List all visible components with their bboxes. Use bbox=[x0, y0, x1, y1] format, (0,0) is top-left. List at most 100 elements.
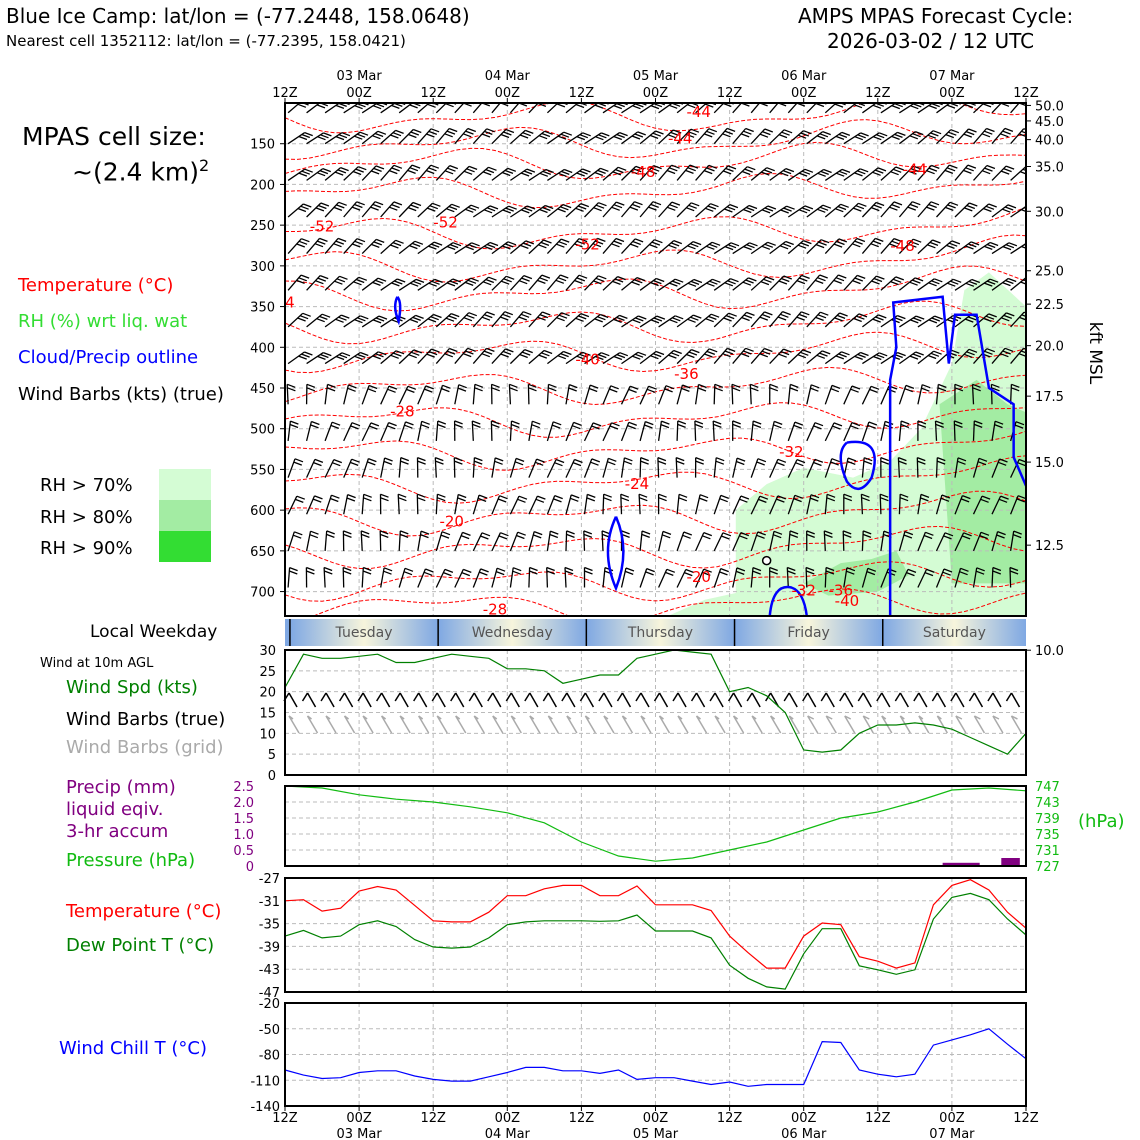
wind-barb-feather bbox=[370, 170, 380, 175]
grid-wind-barb-feather bbox=[288, 715, 294, 720]
wind-barb-staff bbox=[657, 421, 663, 441]
wind-barb-feather bbox=[560, 133, 570, 138]
wind-barb-feather bbox=[561, 312, 570, 317]
wind-barb-feather bbox=[588, 387, 598, 393]
wind-barb-feather bbox=[736, 567, 746, 572]
wind-barb-feather bbox=[502, 245, 511, 250]
wind-barb-feather bbox=[634, 201, 643, 206]
wind-barb-feather bbox=[463, 170, 473, 175]
wind-barb-feather bbox=[944, 169, 954, 175]
wind-barb-feather bbox=[796, 458, 806, 464]
wind-barb-feather bbox=[467, 206, 477, 211]
wind-barb-feather bbox=[653, 279, 662, 285]
wind-barb-feather bbox=[857, 170, 866, 175]
wind-barb-feather bbox=[380, 533, 389, 539]
true-wind-barb-feather bbox=[375, 692, 383, 702]
wind-barb-feather bbox=[781, 277, 790, 283]
wind-barb-staff bbox=[954, 164, 969, 181]
wind-barb-feather bbox=[669, 282, 678, 287]
wind-barb-feather bbox=[872, 318, 881, 323]
true-wind-barb-feather bbox=[746, 692, 753, 702]
wind-barb-feather bbox=[417, 493, 426, 498]
wind-barb-feather bbox=[635, 317, 644, 322]
wind-barb-feather bbox=[835, 135, 845, 141]
wind-barb-feather bbox=[878, 314, 887, 319]
grid-wind-barb bbox=[825, 715, 837, 734]
true-wind-barb-feather bbox=[931, 692, 939, 702]
temperature-contour bbox=[285, 300, 1026, 345]
wind-barb-feather bbox=[417, 497, 426, 502]
wind-barb-feather bbox=[543, 98, 551, 101]
wind-barb-feather bbox=[915, 351, 924, 356]
wind-barb-feather bbox=[519, 353, 528, 359]
wind-barb-feather bbox=[1010, 387, 1020, 392]
wind-barb-feather bbox=[295, 498, 304, 504]
wind-barb-feather bbox=[564, 566, 574, 572]
wind-barb-feather bbox=[430, 128, 440, 133]
wind-barb-feather bbox=[945, 133, 955, 139]
wind-barb-feather bbox=[863, 457, 873, 462]
wind-barb-feather bbox=[306, 570, 315, 575]
temperature-contour-label: -20 bbox=[686, 568, 711, 586]
wind-barb-feather bbox=[460, 534, 470, 540]
wind-barb-feather bbox=[907, 206, 917, 211]
wind-barb-feather bbox=[1023, 279, 1026, 282]
wind-barb-feather bbox=[601, 530, 611, 535]
wind-barb-feather bbox=[375, 165, 385, 170]
wind-barb-feather bbox=[315, 280, 324, 285]
wind-barb-feather bbox=[1019, 316, 1026, 321]
kft-axis-title: kft MSL bbox=[1085, 322, 1105, 385]
wind-barb-feather bbox=[850, 425, 859, 430]
wind-barb-feather bbox=[435, 460, 444, 465]
wind-barb-feather bbox=[682, 534, 691, 539]
wind-barb-feather bbox=[595, 136, 604, 141]
wind-barb-feather bbox=[912, 238, 922, 243]
wind-barb-feather bbox=[342, 566, 352, 572]
wind-barb-feather bbox=[872, 240, 882, 245]
wind-barb-feather bbox=[804, 168, 814, 173]
cross-section-panel: -44-44-48-44-44-52-52-52-48-524-40-36-28… bbox=[250, 69, 1105, 659]
wind-barb-staff bbox=[898, 494, 901, 515]
wind-barb-feather bbox=[681, 387, 690, 393]
wind-barb-feather bbox=[290, 420, 299, 425]
wind-barb-feather bbox=[945, 206, 954, 212]
wind-barb-feather bbox=[783, 129, 793, 134]
top-time-tick-label: 00Z bbox=[346, 86, 372, 101]
wind-barb-feather bbox=[608, 457, 617, 462]
wind-barb-feather bbox=[436, 497, 446, 502]
wind-barb-feather bbox=[873, 277, 883, 283]
wind-barb-feather bbox=[321, 313, 331, 318]
wind-barb-feather bbox=[465, 130, 474, 135]
wind-barb-feather bbox=[304, 168, 313, 173]
wind-barb-feather bbox=[437, 493, 446, 498]
temperature-tick-label: -31 bbox=[259, 895, 280, 910]
wind-barb-feather bbox=[672, 129, 682, 134]
wind-barb-staff bbox=[509, 458, 517, 478]
wind-barb-feather bbox=[616, 133, 625, 139]
true-wind-barb-feather bbox=[450, 692, 457, 702]
wind-barb-feather bbox=[689, 164, 699, 169]
wind-barb-feather bbox=[428, 282, 437, 287]
wind-barb-feather bbox=[880, 456, 890, 462]
wind-barb-feather bbox=[847, 457, 857, 462]
wind-barb-feather bbox=[731, 383, 741, 388]
wind-barb-feather bbox=[319, 169, 329, 175]
wind-barb-feather bbox=[821, 350, 831, 355]
wind-barb-feather bbox=[714, 383, 724, 388]
grid-wind-barb bbox=[788, 715, 800, 734]
wind-barb-staff bbox=[306, 459, 316, 478]
wind-barb-feather bbox=[407, 206, 417, 212]
wind-barb-feather bbox=[560, 238, 570, 243]
cloud-precip-outline bbox=[839, 440, 876, 491]
wind-barb-feather bbox=[778, 133, 788, 139]
wind-barb-feather bbox=[1017, 462, 1026, 467]
wind-barb-feather bbox=[819, 352, 828, 357]
wind-barb-feather bbox=[703, 531, 713, 537]
wind-barb-staff bbox=[732, 567, 738, 588]
true-wind-barb-feather bbox=[431, 692, 438, 702]
wind-barb-staff bbox=[528, 567, 531, 588]
wind-barb-feather bbox=[1007, 277, 1017, 283]
true-wind-barb bbox=[825, 692, 835, 708]
wind-barb-staff bbox=[991, 567, 994, 588]
wind-barb-staff bbox=[472, 494, 480, 515]
